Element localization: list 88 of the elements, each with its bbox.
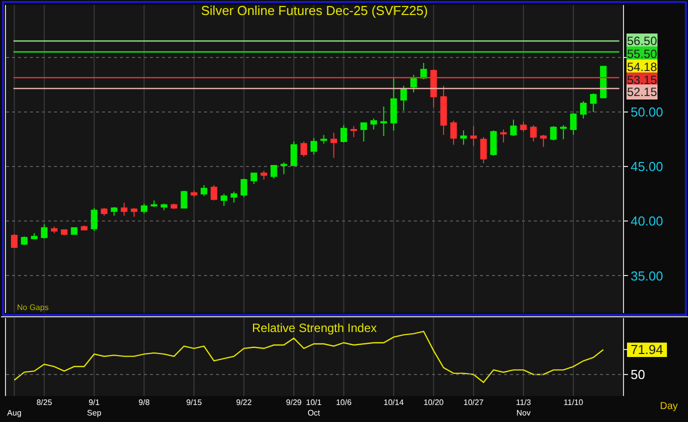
candlestick [500,128,507,144]
candlestick [40,224,48,240]
candlestick [130,208,138,218]
x-tick-label: 10/20 [424,398,444,407]
y-tick-label: 40.00 [630,214,664,229]
candlestick [360,122,368,142]
candlestick [160,203,168,211]
chart-title: Silver Online Futures Dec-25 (SVFZ25) [201,3,428,18]
candlestick [520,121,527,132]
candlestick [260,170,268,180]
x-tick-label: 10/14 [384,398,404,407]
candlestick [100,208,108,216]
candlestick [550,126,557,141]
candlestick [10,234,18,248]
candlestick [270,164,278,180]
x-tick-label: 11/10 [564,398,584,407]
candlestick [600,66,607,98]
candlestick [510,119,517,136]
candlestick [110,206,118,216]
candlestick [220,193,228,206]
candlestick [370,118,377,130]
candlestick [440,85,447,136]
candlestick [70,227,78,235]
y-tick-label: 35.00 [630,268,664,284]
candlestick [60,229,68,236]
annotation: No Gaps [17,303,49,312]
candlestick [90,208,98,232]
x-tick-label: 9/1 Sep [87,398,102,418]
chart-title: Relative Strength Index [252,321,377,335]
candlestick [280,162,288,175]
ref-line-label: 55.50 [627,47,658,61]
candlestick [540,134,547,148]
candlestick [320,134,328,144]
x-tick-label: 10/6 [336,398,352,407]
candlestick [400,85,407,112]
candlestick [310,138,318,156]
y-tick-label: 50.00 [630,104,664,120]
candlestick [490,130,497,156]
candlestick [200,184,208,197]
candlestick [340,124,348,144]
candlestick [80,225,88,230]
candlestick [230,191,238,204]
ref-line-label: 56.50 [627,34,658,48]
text: 54.18 [627,60,658,74]
candlestick [300,140,308,158]
candlestick [590,92,597,112]
candlestick [50,226,58,234]
candlestick [570,112,577,136]
candlestick [290,140,298,166]
candlestick [30,232,38,240]
candlestick [20,236,28,246]
candlestick [390,78,397,132]
candlestick [450,120,457,146]
candlestick [530,124,537,142]
x-tick-label: 9/15 [186,398,202,407]
candlestick [180,190,188,209]
x-tick-label: 9/8 [138,398,150,407]
candlestick [150,200,158,208]
y-tick-label: 45.00 [630,159,664,174]
x-tick-label: 10/27 [464,398,484,407]
candlestick [120,202,128,216]
x-tick-label: 10/1 Oct [306,398,322,418]
candlestick [430,68,437,108]
x-axis-title: Day [660,401,678,412]
candlestick [240,178,248,198]
candlestick [480,136,487,164]
candlestick [560,124,567,140]
candlestick [580,100,587,120]
y-tick-label: 50 [630,367,646,382]
candlestick [460,130,467,146]
x-tick-label: 9/22 [236,398,252,407]
candlestick [330,132,338,158]
candlestick [410,74,417,93]
candlestick [170,203,178,210]
x-tick-label: 8/25 [36,398,53,407]
candlestick [350,126,358,138]
x-tick-label: 11/3 Nov [516,398,532,418]
x-tick-label: Aug [7,408,22,418]
candlestick [190,190,198,198]
ref-line-label: 53.15 [627,73,658,87]
x-tick-label: 9/29 [286,398,302,407]
ref-line-label: 52.15 [627,85,658,99]
candlestick [210,184,218,201]
candlestick [470,126,477,146]
y-tick-label: 71.94 [630,342,664,358]
candlestick [250,172,258,185]
candlestick [140,203,148,214]
candlestick [380,106,387,136]
